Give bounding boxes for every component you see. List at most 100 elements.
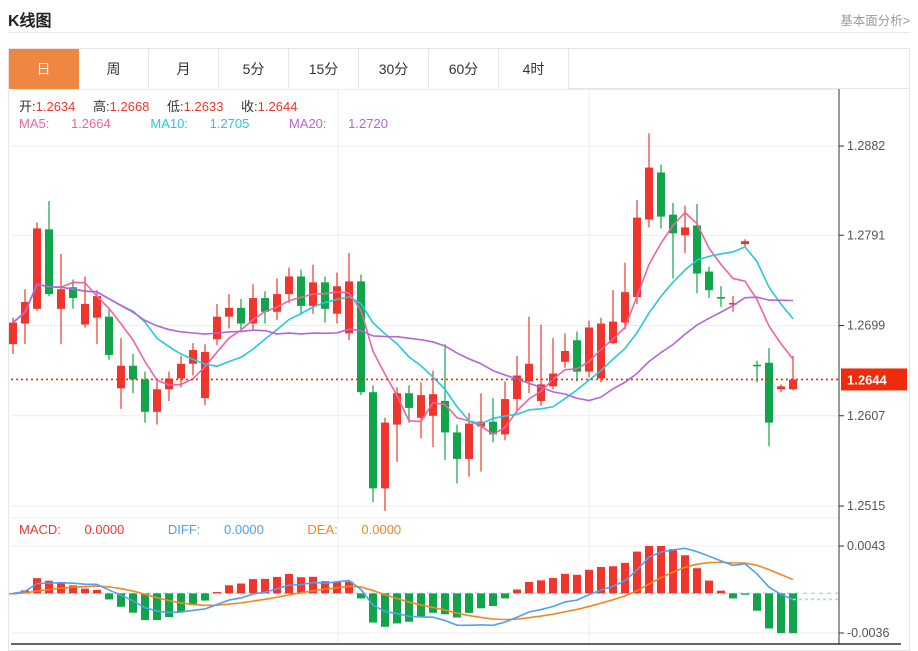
axis-tick-label: 1.2791 xyxy=(847,228,885,242)
candle-body-up xyxy=(201,351,209,399)
candle-body-up xyxy=(417,395,425,418)
period-tab-bar: 日 周 月 5分 15分 30分 60分 4时 xyxy=(9,49,909,89)
macd-bar-positive xyxy=(693,568,701,594)
axis-tick-label: -0.0036 xyxy=(847,626,889,640)
close-label: 收: xyxy=(241,99,258,114)
ma-readout: MA5: 1.2664 MA10: 1.2705 MA20: 1.2720 xyxy=(19,116,424,131)
macd-bar-negative xyxy=(405,593,413,622)
macd-bar-positive xyxy=(249,579,257,594)
ohlc-readout: 开:1.2634 高:1.2668 低:1.2633 收:1.2644 xyxy=(19,96,311,115)
tab-30min[interactable]: 30分 xyxy=(359,49,429,89)
tab-week[interactable]: 周 xyxy=(79,49,149,89)
macd-bar-positive xyxy=(213,592,221,594)
candle-body-down xyxy=(261,298,269,312)
candle-body-up xyxy=(633,217,641,298)
candle-body-down xyxy=(321,282,329,309)
candle-body-down xyxy=(357,281,365,393)
candle-body-up xyxy=(381,422,389,489)
macd-bar-positive xyxy=(321,581,329,594)
macd-bar-positive xyxy=(609,566,617,594)
kline-chart-canvas[interactable]: 1.2644 1.2882 1.2791 1.2699 1.2607 1.2515 0.00… xyxy=(9,89,909,651)
macd-bar-positive xyxy=(717,590,725,594)
macd-bar-negative xyxy=(105,593,113,600)
macd-bar-positive xyxy=(573,574,581,594)
macd-bar-negative xyxy=(141,593,149,621)
candle-body-up xyxy=(177,363,185,379)
tab-60min[interactable]: 60分 xyxy=(429,49,499,89)
candle-body-up xyxy=(645,167,653,220)
macd-bar-positive xyxy=(261,578,269,594)
ma20-line xyxy=(12,283,794,402)
macd-bar-positive xyxy=(669,549,677,594)
candle-body-down xyxy=(693,225,701,274)
candle-body-down xyxy=(765,362,773,423)
ma5-readout: MA5: 1.2664 xyxy=(19,116,111,131)
tab-4hour[interactable]: 4时 xyxy=(499,49,569,89)
diff-value: DIFF: 0.0000 xyxy=(167,522,264,537)
low-label: 低: xyxy=(167,99,184,114)
ma5-line xyxy=(12,211,794,435)
candle-body-up xyxy=(57,289,65,309)
open-value: 1.2634 xyxy=(35,99,76,114)
tab-day[interactable]: 日 xyxy=(9,49,79,89)
macd-bar-negative xyxy=(741,593,749,595)
macd-bar-negative xyxy=(117,593,125,607)
candle-body-down xyxy=(129,365,137,380)
macd-bar-positive xyxy=(273,576,281,594)
macd-bar-negative xyxy=(201,593,209,601)
candle-body-down xyxy=(405,393,413,408)
candle-body-down xyxy=(105,316,113,355)
tab-month[interactable]: 月 xyxy=(149,49,219,89)
macd-bar-positive xyxy=(93,589,101,594)
candle-body-up xyxy=(9,322,17,345)
candle-body-up xyxy=(429,394,437,416)
macd-bar-positive xyxy=(345,581,353,594)
macd-bar-positive xyxy=(681,555,689,594)
macd-bar-negative xyxy=(165,593,173,618)
macd-bar-negative xyxy=(381,593,389,627)
macd-bar-negative xyxy=(789,593,797,634)
candle-body-up xyxy=(225,307,233,317)
macd-bar-negative xyxy=(357,593,365,599)
macd-bar-positive xyxy=(597,567,605,594)
candle-body-up xyxy=(777,386,785,390)
macd-bar-positive xyxy=(525,581,533,594)
tab-15min[interactable]: 15分 xyxy=(289,49,359,89)
macd-bar-positive xyxy=(513,589,521,594)
fundamental-analysis-link[interactable]: 基本面分析> xyxy=(840,14,910,28)
macd-bar-positive xyxy=(585,569,593,594)
macd-bar-negative xyxy=(441,593,449,615)
ma20-readout: MA20: 1.2720 xyxy=(288,116,388,131)
macd-bar-positive xyxy=(621,562,629,594)
widget-header: K线图 基本面分析> xyxy=(8,0,910,33)
dea-value: DEA: 0.0000 xyxy=(307,522,402,537)
candle-body-down xyxy=(441,401,449,433)
macd-bar-negative xyxy=(501,593,509,599)
candle-body-up xyxy=(513,375,521,400)
axis-tick-label: 0.0043 xyxy=(847,539,885,553)
candle-body-up xyxy=(165,378,173,390)
macd-bar-negative xyxy=(765,593,773,629)
macd-bar-positive xyxy=(561,573,569,594)
candle-body-up xyxy=(153,389,161,412)
macd-bar-positive xyxy=(69,585,77,594)
tab-5min[interactable]: 5分 xyxy=(219,49,289,89)
macd-bar-positive xyxy=(705,580,713,594)
macd-bar-positive xyxy=(9,593,17,595)
ma10-readout: MA10: 1.2705 xyxy=(150,116,250,131)
current-price-badge-label: 1.2644 xyxy=(847,372,888,387)
macd-bar-positive xyxy=(81,588,89,594)
macd-bar-positive xyxy=(549,578,557,594)
macd-readout: MACD: 0.0000 DIFF: 0.0000 DEA: 0.0000 xyxy=(19,522,441,537)
candle-body-up xyxy=(465,423,473,459)
candle-body-up xyxy=(729,302,737,305)
page-title: K线图 xyxy=(8,13,52,30)
ma10-line xyxy=(12,246,794,425)
macd-bar-positive xyxy=(645,546,653,594)
high-value: 1.2668 xyxy=(109,99,150,114)
macd-bar-negative xyxy=(729,593,737,599)
macd-bar-positive xyxy=(633,551,641,594)
axis-tick-label: 1.2515 xyxy=(847,499,885,513)
macd-bar-positive xyxy=(33,578,41,594)
